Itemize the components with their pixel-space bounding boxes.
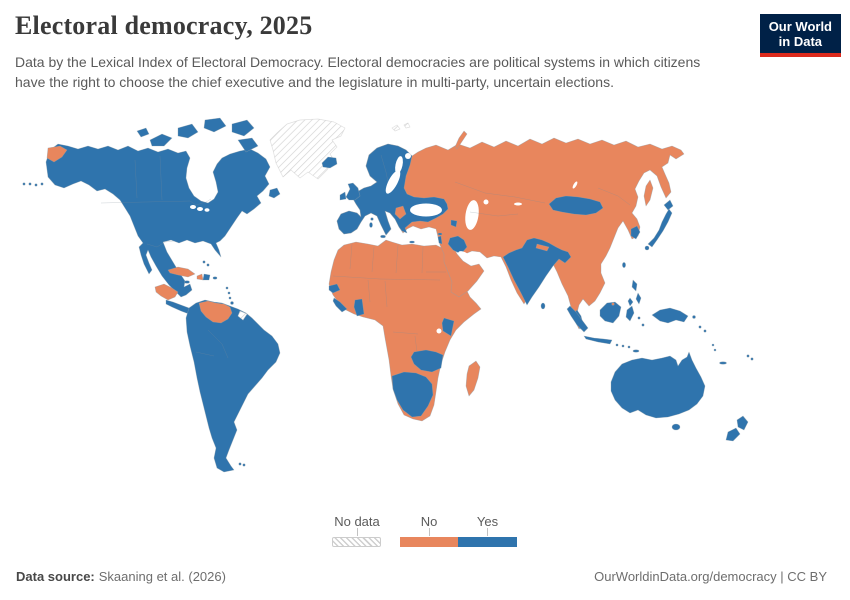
region-cuba[interactable]: [167, 266, 196, 278]
legend-tick-yes: [487, 528, 488, 536]
region-venezuela[interactable]: [198, 300, 233, 324]
region-taiwan[interactable]: [622, 262, 626, 268]
region-dominican-republic[interactable]: [202, 273, 211, 281]
aral-sea: [483, 199, 489, 205]
great-lakes: [190, 205, 210, 212]
subtitle-line-2: have the right to choose the chief execu…: [15, 74, 614, 90]
region-pacific-islands[interactable]: [692, 315, 754, 365]
region-ghana[interactable]: [353, 298, 365, 317]
region-israel[interactable]: [437, 235, 443, 245]
region-french-guiana[interactable]: [237, 310, 248, 321]
region-brunei[interactable]: [611, 302, 615, 306]
baltic-sea: [385, 170, 401, 194]
credit-link[interactable]: OurWorldinData.org/democracy | CC BY: [594, 569, 827, 584]
region-north-america[interactable]: [45, 143, 271, 298]
legend-swatch-no-data[interactable]: [332, 537, 381, 547]
region-india-bangladesh[interactable]: [502, 237, 572, 306]
region-tasmania[interactable]: [671, 423, 681, 431]
region-eurasia[interactable]: [336, 137, 685, 330]
region-jamaica[interactable]: [184, 280, 190, 284]
region-lesser-sunda-maluku[interactable]: [615, 316, 645, 353]
data-source: Data source: Skaaning et al. (2026): [16, 569, 226, 584]
legend-swatch-no[interactable]: [400, 537, 458, 547]
owid-logo-line2: in Data: [778, 34, 823, 49]
region-canadian-arctic-islands[interactable]: [136, 117, 259, 153]
region-bahamas[interactable]: [202, 260, 210, 267]
legend-swatch-yes[interactable]: [458, 537, 517, 547]
region-sri-lanka[interactable]: [540, 302, 546, 310]
region-africa[interactable]: [328, 239, 482, 422]
region-sulawesi[interactable]: [625, 305, 635, 322]
region-sumatra[interactable]: [566, 305, 589, 333]
gulf-of-bothnia: [395, 156, 403, 174]
lake-baikal: [572, 181, 578, 189]
owid-logo[interactable]: Our World in Data: [759, 14, 841, 57]
map-legend: No data No Yes: [0, 514, 850, 556]
region-madagascar[interactable]: [465, 360, 481, 397]
region-borneo[interactable]: [599, 301, 622, 324]
region-japan[interactable]: [647, 199, 674, 248]
legend-label-yes: Yes: [476, 514, 499, 529]
region-australia[interactable]: [610, 351, 706, 419]
region-java[interactable]: [583, 335, 613, 345]
legend-label-no-data: No data: [334, 514, 380, 529]
region-haiti[interactable]: [196, 273, 204, 281]
region-sakhalin[interactable]: [643, 179, 654, 207]
lake-balkhash: [514, 202, 522, 206]
region-iraq[interactable]: [447, 235, 468, 255]
region-chukotka-west[interactable]: [46, 145, 68, 163]
caspian-sea: [465, 200, 479, 230]
region-guatemala-honduras-nicaragua[interactable]: [154, 283, 179, 301]
black-sea: [410, 203, 442, 217]
owid-logo-line1: Our World: [768, 19, 832, 34]
country-borders: [100, 154, 631, 359]
region-svalbard[interactable]: [391, 122, 411, 132]
legend-label-no: No: [420, 514, 438, 529]
data-source-value: Skaaning et al. (2026): [98, 569, 226, 584]
region-new-guinea[interactable]: [651, 307, 689, 324]
region-senegal[interactable]: [328, 283, 341, 294]
white-sea: [405, 153, 411, 159]
region-southern-africa[interactable]: [391, 371, 434, 418]
legend-tick-no-data: [356, 528, 358, 536]
legend-tick-no: [428, 528, 430, 536]
region-kyushu[interactable]: [644, 245, 650, 251]
chart-subtitle: Data by the Lexical Index of Electoral D…: [15, 52, 700, 92]
region-nepal[interactable]: [535, 243, 550, 252]
region-novaya-zemlya[interactable]: [454, 130, 468, 150]
persian-gulf: [458, 251, 474, 263]
region-south-korea[interactable]: [630, 225, 641, 240]
region-iceland[interactable]: [321, 156, 338, 169]
region-south-america[interactable]: [185, 299, 281, 473]
region-ireland[interactable]: [339, 191, 347, 201]
region-philippines[interactable]: [627, 279, 642, 307]
region-new-zealand[interactable]: [725, 415, 749, 442]
page-title: Electoral democracy, 2025: [15, 11, 313, 40]
region-mediterranean-islands[interactable]: [369, 217, 443, 244]
chart-footer: Data source: Skaaning et al. (2026) OurWo…: [16, 569, 827, 584]
region-kenya[interactable]: [441, 317, 455, 337]
region-falkland-islands[interactable]: [238, 462, 246, 467]
lake-victoria: [436, 328, 442, 334]
region-aleutian-islands[interactable]: [22, 182, 44, 187]
subtitle-line-1: Data by the Lexical Index of Electoral D…: [15, 54, 701, 70]
region-united-kingdom[interactable]: [345, 182, 361, 201]
region-serbia[interactable]: [394, 205, 407, 220]
region-sierra-leone-liberia[interactable]: [332, 297, 348, 313]
region-armenia[interactable]: [450, 219, 458, 228]
region-puerto-rico[interactable]: [212, 276, 218, 280]
region-newfoundland[interactable]: [268, 187, 281, 199]
region-mongolia[interactable]: [548, 195, 604, 216]
data-source-label: Data source:: [16, 569, 95, 584]
region-zambia-malawi[interactable]: [410, 349, 444, 373]
region-lesser-antilles[interactable]: [225, 286, 234, 305]
region-greenland[interactable]: [269, 118, 346, 180]
